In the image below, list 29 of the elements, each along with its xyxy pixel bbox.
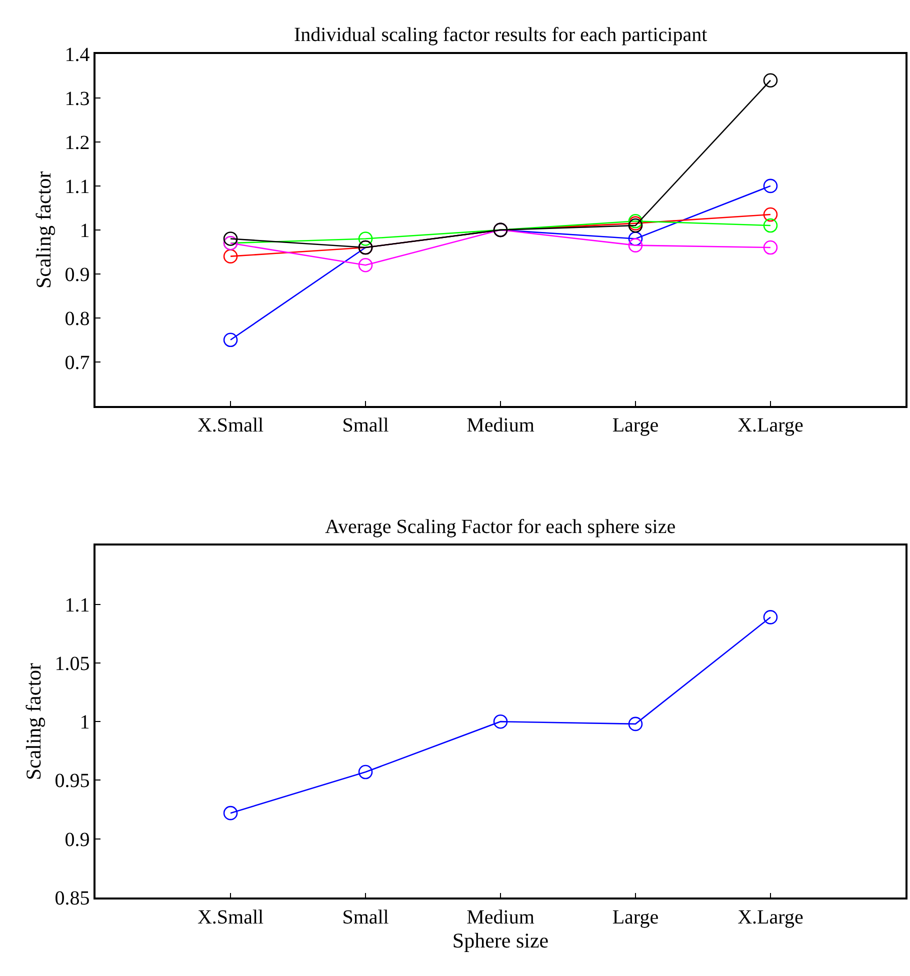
x-axis-title: Sphere size (452, 928, 549, 952)
y-tick-label: 1.4 (64, 44, 90, 66)
y-tick-label: 1 (80, 712, 90, 734)
y-axis-title: Scaling factor (31, 171, 56, 289)
y-tick-label: 0.9 (64, 264, 90, 286)
x-tick-label: Medium (466, 414, 535, 437)
x-tick-label: Small (342, 906, 390, 928)
chart-title: Individual scaling factor results for each participant (294, 24, 708, 46)
y-tick-label: 0.9 (64, 828, 90, 851)
x-tick-label: Small (342, 414, 390, 437)
y-tick-label: 1.3 (64, 88, 90, 110)
y-tick-label: 0.95 (54, 770, 90, 792)
x-tick-label: Large (612, 414, 659, 437)
x-tick-label: X.Large (738, 906, 804, 928)
y-tick-label: 0.7 (64, 352, 90, 374)
y-tick-label: 1.05 (54, 652, 90, 675)
y-tick-label: 1.1 (64, 176, 90, 198)
x-tick-label: Large (612, 906, 659, 928)
x-tick-label: X.Small (197, 906, 264, 928)
x-tick-label: X.Small (197, 414, 264, 437)
y-tick-label: 0.8 (64, 308, 90, 330)
x-tick-label: X.Large (738, 414, 804, 437)
x-tick-label: Medium (466, 906, 535, 928)
chart-title: Average Scaling Factor for each sphere size (325, 516, 676, 538)
y-axis-title: Scaling factor (21, 662, 46, 780)
y-tick-label: 1.1 (64, 594, 90, 616)
y-tick-label: 0.85 (54, 888, 90, 910)
y-tick-label: 1.2 (64, 132, 90, 154)
y-tick-label: 1 (80, 220, 90, 242)
